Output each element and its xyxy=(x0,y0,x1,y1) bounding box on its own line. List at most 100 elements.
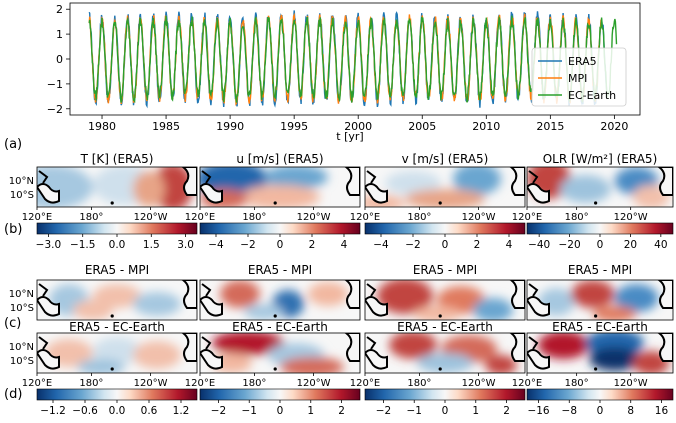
coastline-island xyxy=(528,283,539,297)
coastline-island xyxy=(38,336,49,350)
lon-tick-label: 120°E xyxy=(350,212,380,223)
colorbar-tick-label: −2 xyxy=(376,405,391,417)
x-tick-label: 1995 xyxy=(280,120,308,133)
colorbar-tick-label: −20 xyxy=(558,239,580,251)
lon-tick-label: 120°W xyxy=(614,212,648,223)
coastline-east xyxy=(509,333,525,362)
lat-tick-label: 10°N xyxy=(9,289,34,300)
coastline-west xyxy=(37,183,60,204)
map-panel: ERA5 - EC-Earth 120°E 180° 120°W xyxy=(185,320,361,389)
colorbar-tick-label: 2 xyxy=(309,239,316,251)
anomaly-patch xyxy=(133,171,165,207)
map-title: ERA5 - MPI xyxy=(248,263,312,277)
map-frame xyxy=(364,332,526,374)
lon-tick-label: 120°W xyxy=(134,378,168,389)
map-panel: v [m/s] (ERA5) 120°E 180° 120°W xyxy=(350,152,526,223)
colorbar-gradient xyxy=(36,222,198,235)
anomaly-patch xyxy=(485,355,517,373)
colorbar-tick-label: −0.6 xyxy=(72,405,98,417)
x-tick-label: 2000 xyxy=(344,120,372,133)
map-panel: ERA5 - MPI xyxy=(526,263,674,321)
colorbar-tick-label: 4 xyxy=(341,239,348,251)
y-tick-label: 0 xyxy=(56,53,63,66)
lon-tick-label: 120°W xyxy=(297,212,331,223)
anomaly-patch xyxy=(240,185,320,207)
coastline-west xyxy=(200,296,223,317)
coastline-island xyxy=(38,170,49,184)
timeseries-x-ticks: 1980 1985 1990 1995 2000 2005 2010 2015 2020 xyxy=(88,115,628,133)
lat-tick-label: 10°N xyxy=(9,176,34,187)
anomaly-patch xyxy=(308,282,348,306)
island-marker xyxy=(438,367,442,371)
map-frame xyxy=(526,332,674,374)
timeseries-series xyxy=(88,10,618,109)
map-frame xyxy=(36,332,198,374)
lon-tick-label: 180° xyxy=(242,378,266,389)
map-frame xyxy=(526,279,674,321)
coastline-island xyxy=(38,283,49,297)
lat-tick-label: 10°S xyxy=(10,190,34,201)
legend-box xyxy=(531,47,627,107)
lon-tick-label: 120°W xyxy=(134,212,168,223)
colorbar-tick-label: 0 xyxy=(442,405,449,417)
lon-tick-label: 180° xyxy=(565,212,589,223)
island-marker xyxy=(273,367,277,371)
anomaly-patch xyxy=(413,306,461,320)
colorbar-tick-label: −2 xyxy=(211,405,226,417)
anomaly-patch xyxy=(385,171,441,195)
island-marker xyxy=(110,201,114,205)
x-tick-label: 2020 xyxy=(600,120,628,133)
map-frame xyxy=(36,166,198,208)
colorbar-tick-label: −1 xyxy=(406,405,421,417)
lon-tick-label: 180° xyxy=(407,212,431,223)
anomaly-patch xyxy=(220,280,260,308)
coastline-west xyxy=(527,296,550,317)
map-panel: ERA5 - MPI 10°N 10°S xyxy=(9,263,198,321)
coastline-island xyxy=(201,336,212,350)
x-tick-label: 1980 xyxy=(88,120,116,133)
island-marker xyxy=(594,201,598,205)
x-tick-label: 2005 xyxy=(408,120,436,133)
island-marker xyxy=(273,201,277,205)
lon-tick-label: 120°W xyxy=(297,378,331,389)
colorbar-tick-label: 0 xyxy=(597,239,604,251)
colorbar: −1.2 −0.6 0.0 0.6 1.2 xyxy=(36,388,198,417)
colorbar-tick-label: 4 xyxy=(506,239,513,251)
anomaly-patch xyxy=(437,286,485,314)
lon-tick-label: 120°W xyxy=(462,212,496,223)
coastline-east xyxy=(344,167,360,196)
anomaly-patch xyxy=(264,167,328,189)
colorbar-tick-label: −2 xyxy=(240,239,255,251)
anomaly-patch xyxy=(133,341,181,369)
colorbar: −2 −1 0 1 2 xyxy=(199,388,361,417)
x-tick-label: 1990 xyxy=(216,120,244,133)
coastline-west xyxy=(37,296,60,317)
coastline-island xyxy=(366,283,377,297)
map-panel: ERA5 - EC-Earth 120°E 180° 120°W xyxy=(350,320,526,389)
colorbar-tick-label: −1.5 xyxy=(70,239,96,251)
colorbar-tick-label: 3.0 xyxy=(177,239,194,251)
coastline-east xyxy=(657,333,673,362)
colorbar: −16 −8 0 8 16 xyxy=(526,388,674,417)
colorbar-gradient xyxy=(364,222,526,235)
map-title: ERA5 - EC-Earth xyxy=(69,320,165,334)
coastline-west xyxy=(200,349,223,370)
lon-tick-label: 120°E xyxy=(22,212,52,223)
legend-label: MPI xyxy=(568,72,587,85)
map-panel: OLR [W/m²] (ERA5) 120°E 180° 120°W xyxy=(512,152,674,223)
legend-label: EC-Earth xyxy=(568,89,616,102)
map-frame xyxy=(526,166,674,208)
lon-tick-label: 120°E xyxy=(350,378,380,389)
lon-tick-label: 120°W xyxy=(462,378,496,389)
colorbar: −4 −2 0 2 4 xyxy=(364,222,526,251)
map-panel: T [K] (ERA5) 10°N 10°S 120°E 180° 120°W xyxy=(9,152,198,223)
colorbar-tick-label: −4 xyxy=(373,239,389,251)
coastline-island xyxy=(201,283,212,297)
colorbar-tick-label: 0.6 xyxy=(141,405,158,417)
colorbar-tick-label: −3.0 xyxy=(36,239,62,251)
panel-label-a: (a) xyxy=(4,137,22,152)
coastline-west xyxy=(365,296,388,317)
coastline-west xyxy=(527,349,550,370)
colorbar-tick-label: 2 xyxy=(474,239,481,251)
